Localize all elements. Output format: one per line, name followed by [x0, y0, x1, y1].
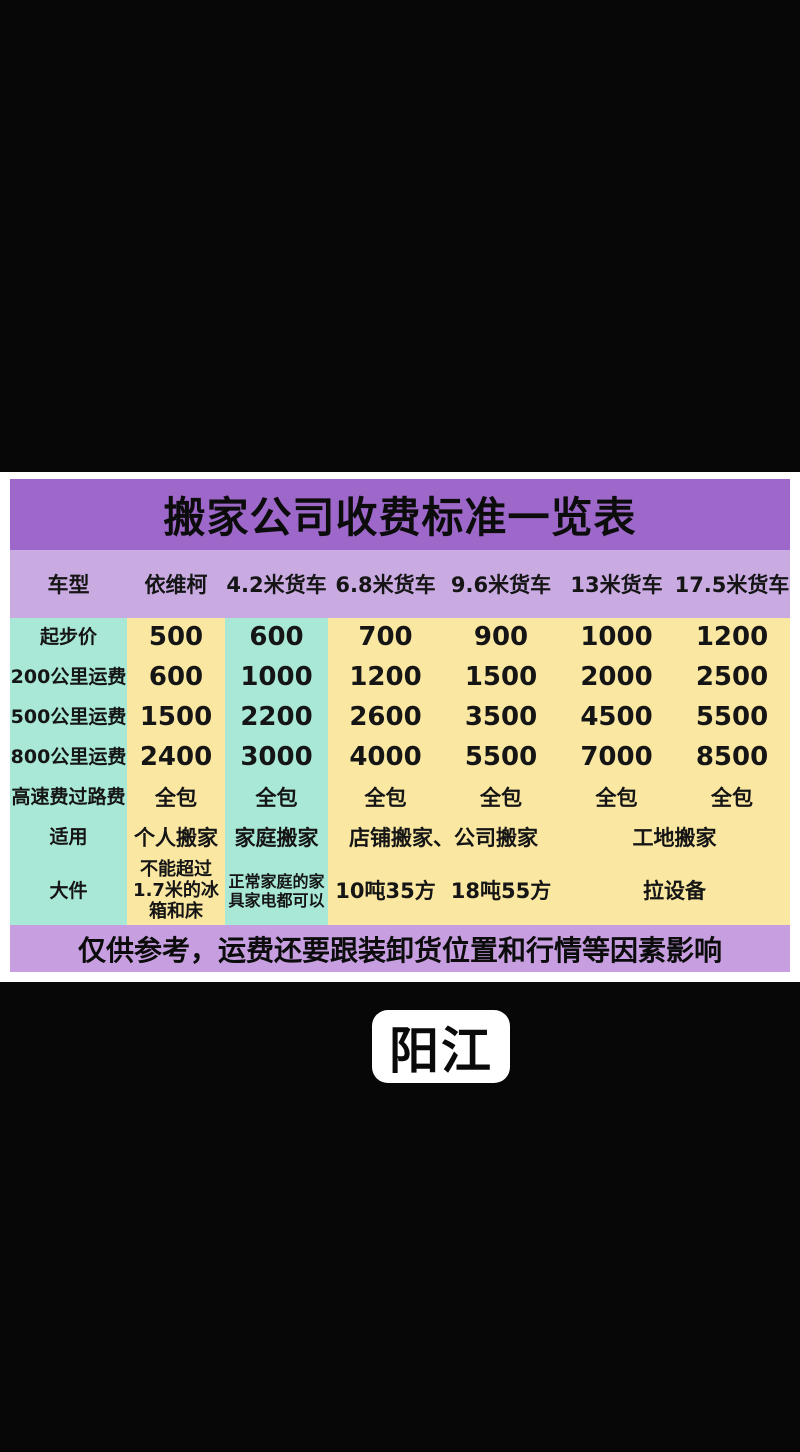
table-cell: 2200	[240, 702, 313, 733]
table-cell: 家庭搬家	[234, 825, 319, 850]
column-header-vehicle-type: 车型	[47, 573, 90, 597]
row-label-usage: 适用	[49, 826, 88, 849]
table-cell: 8500	[695, 742, 769, 773]
row-label-tolls: 高速费过路费	[11, 786, 126, 809]
table-cell: 2600	[349, 702, 422, 733]
table-cell: 600	[249, 622, 304, 653]
table-cell: 1500	[464, 662, 538, 693]
top-letterbox	[0, 0, 800, 472]
table-cell: 全包	[711, 785, 753, 810]
table-cell: 个人搬家	[134, 825, 218, 850]
column-header-truck-6-8m: 6.8米货车	[335, 573, 436, 597]
column-header-truck-13m: 13米货车	[570, 573, 663, 597]
row-label-base-price: 起步价	[39, 626, 97, 649]
table-cell: 4500	[580, 702, 653, 733]
row-label-200km-freight: 200公里运费	[10, 666, 127, 689]
table-cell: 900	[473, 622, 529, 653]
table-cell: 2000	[580, 662, 653, 693]
table-cell: 拉设备	[643, 879, 706, 904]
table-cell: 1500	[139, 702, 213, 733]
city-badge: 阳江	[372, 1010, 510, 1083]
bottom-letterbox: 阳江	[0, 982, 800, 1452]
table-cell: 700	[358, 622, 413, 653]
table-cell: 全包	[364, 785, 407, 810]
table-cell: 2400	[139, 742, 213, 773]
table-cell: 18吨55方	[450, 879, 552, 904]
table-cell: 工地搬家	[632, 825, 717, 850]
footnote-bar: 仅供参考，运费还要跟装卸货位置和行情等因素影响	[10, 925, 790, 972]
city-name: 阳江	[389, 1021, 493, 1080]
column-header-iveco: 依维柯	[144, 573, 208, 597]
table-cell: 店铺搬家、公司搬家	[349, 825, 538, 850]
table-cell: 全包	[480, 785, 522, 810]
column-header-truck-17-5m: 17.5米货车	[674, 573, 790, 597]
table-body: 起步价 500 600 700 900 1000 1200 200公里运费 60…	[10, 618, 790, 925]
table-cell: 正常家庭的家具家电都可以	[228, 872, 325, 910]
price-table-panel: 搬家公司收费标准一览表 车型 依维柯 4.2米货车 6.8米货车 9.6米货车 …	[10, 479, 790, 972]
table-cell: 3500	[464, 702, 538, 733]
column-header-truck-4-2m: 4.2米货车	[226, 573, 327, 597]
table-cell: 1200	[695, 622, 769, 653]
table-cell: 7000	[580, 742, 653, 773]
table-cell: 1000	[580, 622, 653, 653]
row-label-800km-freight: 800公里运费	[10, 746, 127, 769]
table-cell: 全包	[255, 785, 298, 810]
table-cell: 1200	[349, 662, 422, 693]
table-title: 搬家公司收费标准一览表	[10, 479, 790, 550]
table-cell: 5500	[695, 702, 769, 733]
table-cell: 5500	[464, 742, 538, 773]
table-cell: 2500	[695, 662, 769, 693]
table-cell: 600	[148, 662, 204, 693]
table-cell: 全包	[595, 785, 638, 810]
table-cell: 4000	[349, 742, 422, 773]
table-cell: 全包	[155, 785, 197, 810]
table-cell: 3000	[240, 742, 313, 773]
table-cell: 不能超过1.7米的冰箱和床	[133, 859, 219, 922]
row-label-large-items: 大件	[49, 879, 88, 902]
table-cell: 1000	[240, 662, 313, 693]
row-label-500km-freight: 500公里运费	[10, 706, 127, 729]
table-header-row: 车型 依维柯 4.2米货车 6.8米货车 9.6米货车 13米货车 17.5米货…	[10, 550, 790, 618]
column-header-truck-9-6m: 9.6米货车	[450, 573, 552, 597]
table-cell: 10吨35方	[335, 879, 436, 904]
table-cell: 500	[148, 622, 204, 653]
